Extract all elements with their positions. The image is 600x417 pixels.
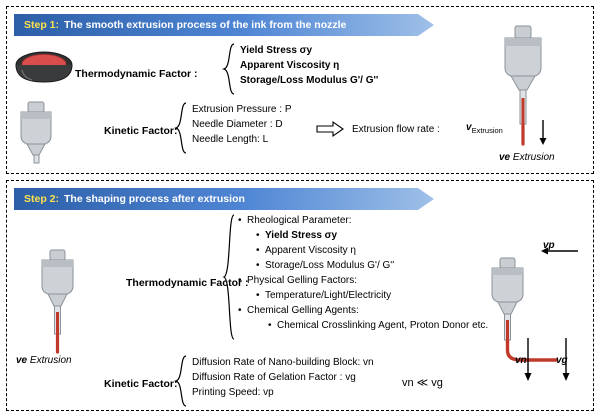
list-item: • Temperature/Light/Electricity — [256, 290, 392, 301]
step1-banner: Step 1: The smooth extrusion process of … — [14, 14, 434, 36]
step1-flow-rate-label: Extrusion flow rate : — [352, 124, 440, 135]
step2-vp-label: vp — [543, 240, 555, 251]
list-item: Storage/Loss Modulus G'/ G'' — [240, 75, 379, 86]
step2-step-label: Step 2: — [24, 193, 60, 205]
step2-thermo-brace — [222, 214, 236, 340]
step2-vg-label: vg — [556, 355, 568, 366]
step2-banner: Step 2: The shaping process after extrus… — [14, 188, 434, 210]
step2-right-nozzle-graphic — [470, 238, 585, 388]
list-item: Needle Diameter : D — [192, 119, 283, 130]
list-item: Diffusion Rate of Gelation Factor : vg — [192, 372, 356, 383]
step1-step-label: Step 1: — [24, 19, 60, 31]
list-item: Diffusion Rate of Nano-building Block: v… — [192, 357, 374, 368]
list-item: • Apparent Viscosity η — [256, 245, 356, 256]
step1-title: The smooth extrusion process of the ink … — [64, 19, 347, 31]
list-item: Extrusion Pressure : P — [192, 104, 292, 115]
list-item: • Storage/Loss Modulus G'/ G'' — [256, 260, 395, 271]
flow-arrow-icon — [316, 120, 344, 138]
list-item: Needle Length: L — [192, 134, 269, 145]
step1-thermo-brace — [221, 43, 236, 95]
step1-kinetic-factor-label: Kinetic Factor: — [104, 125, 178, 137]
step1-nozzle-graphic — [497, 24, 557, 150]
step2-left-nozzle-caption: ve Extrusion — [16, 355, 72, 366]
step2-kinetic-factor-label: Kinetic Factor: — [104, 378, 178, 390]
list-item: • Chemical Crosslinking Agent, Proton Don… — [268, 320, 489, 331]
list-item: • Yield Stress σy — [256, 230, 338, 241]
list-item: Apparent Viscosity η — [240, 60, 340, 71]
list-item: • Rheological Parameter: — [238, 215, 352, 226]
step1-thermo-list: Yield Stress σy Apparent Viscosity η Sto… — [240, 45, 378, 90]
step2-thermo-list: • Rheological Parameter: • Yield Stress σy… — [238, 215, 488, 335]
list-item: • Physical Gelling Factors: — [238, 275, 358, 286]
step1-thermodynamic-factor-label: Thermodynamic Factor : — [75, 68, 198, 80]
list-item: Printing Speed: vp — [192, 387, 274, 398]
step2-kinetic-list: Diffusion Rate of Nano-building Block: v… — [192, 357, 374, 402]
list-item: • Chemical Gelling Agents: — [238, 305, 359, 316]
step2-kinetic-brace — [173, 355, 188, 407]
step1-nozzle-caption: ve Extrusion — [499, 152, 555, 163]
step2-left-nozzle-graphic — [36, 248, 92, 358]
step2-vn-label: vn — [515, 355, 527, 366]
step2-inequality: vn ≪ vg — [402, 377, 443, 389]
step1-kinetic-list: Extrusion Pressure : P Needle Diameter :… — [192, 104, 291, 149]
step2-thermodynamic-factor-label: Thermodynamic Factor : — [126, 277, 249, 289]
step1-dish-graphic — [14, 48, 74, 94]
step1-syringe-graphic — [18, 100, 66, 164]
step2-title: The shaping process after extrusion — [64, 193, 245, 205]
list-item: Yield Stress σy — [240, 45, 313, 56]
step1-flow-rate-symbol: vExtrusion — [466, 122, 503, 135]
step1-kinetic-brace — [173, 102, 188, 154]
